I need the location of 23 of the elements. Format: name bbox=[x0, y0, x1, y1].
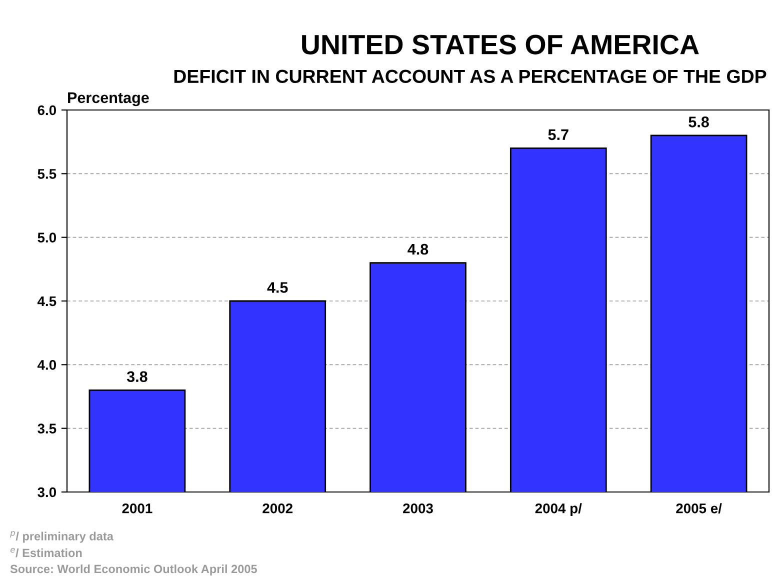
y-tick-label: 3.0 bbox=[38, 487, 56, 498]
x-tick-label: 2005 e/ bbox=[676, 503, 722, 514]
y-tick-label: 6.0 bbox=[38, 105, 56, 116]
chart-subtitle: DEFICIT IN CURRENT ACCOUNT AS A PERCENTAGE OF THE GDP bbox=[174, 70, 766, 84]
y-tick-label: 4.5 bbox=[37, 296, 56, 306]
chart-title: UNITED STATES OF AMERICA bbox=[302, 34, 699, 54]
data-label: 4.5 bbox=[267, 282, 288, 293]
data-label: 5.8 bbox=[688, 116, 709, 128]
data-label: 4.8 bbox=[408, 244, 428, 255]
y-tick-label: 3.5 bbox=[38, 424, 56, 434]
data-label: 3.8 bbox=[126, 371, 148, 382]
y-tick-label: 5.5 bbox=[38, 169, 56, 179]
text: $^{p}$/ preliminary data bbox=[10, 531, 114, 543]
y-axis-title: Percentage bbox=[68, 92, 149, 106]
x-tick-label: 2002 bbox=[262, 503, 292, 514]
data-label: 5.7 bbox=[548, 129, 568, 140]
x-tick-label: 2004 p/ bbox=[535, 503, 582, 516]
y-tick-label: 4.0 bbox=[37, 360, 56, 370]
x-tick-label: 2003 bbox=[403, 503, 433, 514]
source-note: Source: World Economic Outlook April 2005 bbox=[10, 564, 257, 576]
text: $^{e}$/ Estimation bbox=[10, 548, 82, 558]
x-tick-label: 2001 bbox=[122, 503, 152, 514]
y-tick-label: 5.0 bbox=[38, 232, 56, 243]
